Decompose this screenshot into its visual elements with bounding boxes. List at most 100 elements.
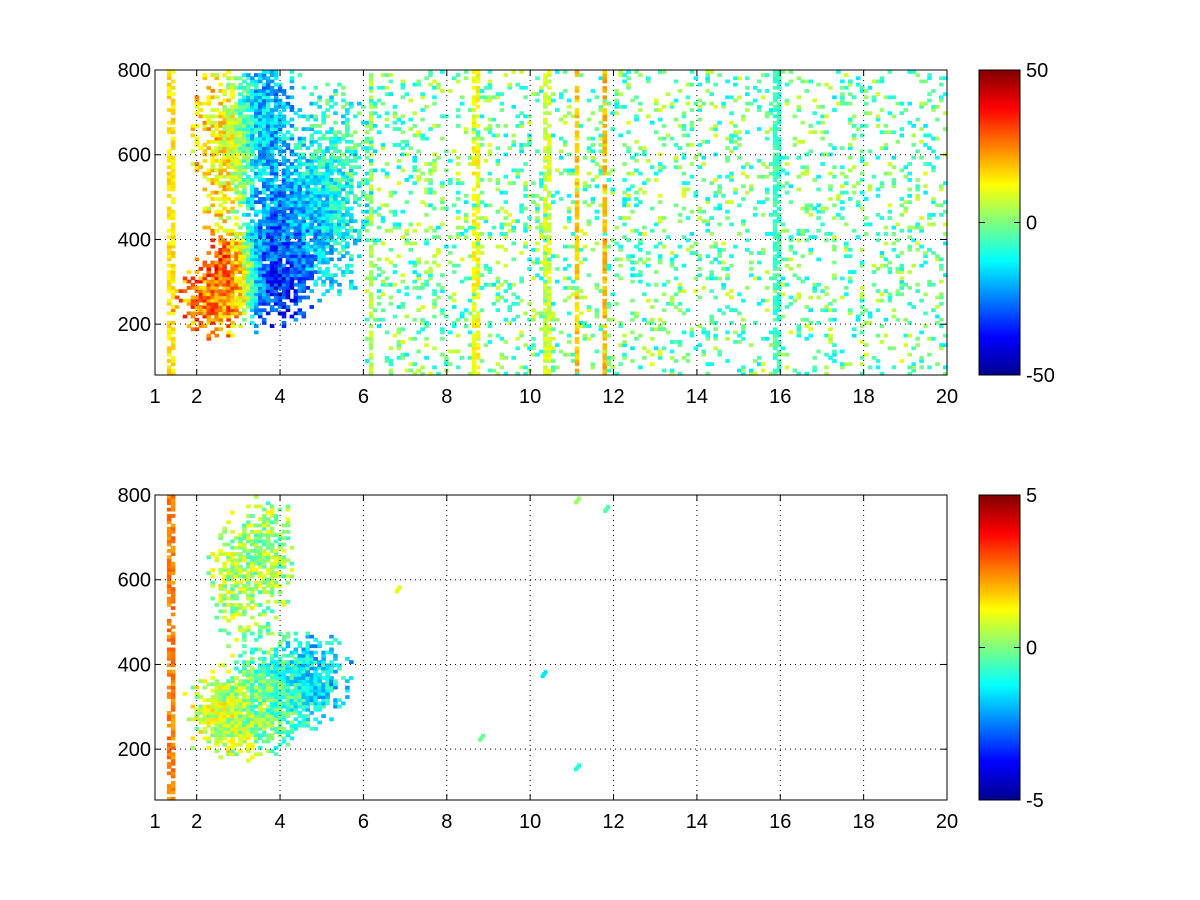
heatmap-cell [329,146,334,151]
heatmap-cell [313,117,318,122]
heatmap-cell [222,124,227,128]
heatmap-cell [250,308,255,313]
heatmap-cell [547,152,552,157]
heatmap-cell [915,73,920,77]
heatmap-cell [471,219,477,224]
heatmap-cell [230,114,235,119]
heatmap-cell [475,152,481,157]
heatmap-cell [293,212,299,217]
heatmap-cell [170,311,176,316]
heatmap-cell [313,216,318,220]
heatmap-cell [250,289,255,293]
heatmap-cell [499,206,505,211]
heatmap-cell [384,174,390,179]
heatmap-cell [297,155,303,160]
heatmap-cell [234,247,239,252]
heatmap-cell [349,257,354,262]
heatmap-cell [257,178,263,182]
heatmap-cell [242,187,247,192]
heatmap-cell [234,85,239,90]
heatmap-cell [828,301,833,306]
heatmap-cell [475,241,481,246]
heatmap-cell [776,260,782,265]
heatmap-cell [321,117,326,122]
heatmap-cell [899,270,905,274]
heatmap-cell [230,92,235,97]
heatmap-cell [269,228,275,233]
heatmap-cell [471,340,477,344]
heatmap-cell [471,362,477,367]
heatmap-cell [368,368,374,373]
heatmap-cell [729,254,734,259]
heatmap-cell [250,282,255,287]
heatmap-cell [257,238,263,243]
heatmap-cell [432,95,437,100]
heatmap-cell [816,120,821,125]
heatmap-cell [337,155,342,160]
heatmap-cell [867,314,873,319]
heatmap-cell [269,162,275,166]
heatmap-cell [574,143,580,147]
heatmap-cell [899,133,905,138]
heatmap-cell [622,104,627,109]
heatmap-cell [891,314,897,319]
heatmap-cell [487,82,493,87]
heatmap-cell [250,266,255,271]
heatmap-cell [230,139,235,144]
heatmap-cell [665,330,671,335]
heatmap-cell [927,352,932,357]
heatmap-cell [515,171,520,176]
heatmap-cell [210,133,215,138]
heatmap-cell [543,301,548,306]
heatmap-cell [329,279,334,284]
heatmap-cell [574,203,580,208]
heatmap-cell [250,95,255,100]
heatmap-cell [277,295,283,300]
heatmap-cell [281,270,287,274]
heatmap-cell [574,73,580,77]
heatmap-cell [333,190,338,195]
heatmap-cell [337,158,342,163]
heatmap-cell [261,143,267,147]
heatmap-cell [392,209,398,214]
heatmap-cell [257,266,263,271]
heatmap-cell [412,279,417,284]
heatmap-cell [519,209,524,214]
heatmap-cell [547,162,552,166]
heatmap-cell [630,254,635,259]
heatmap-cell [194,95,200,100]
heatmap-cell [685,238,691,243]
heatmap-cell [764,232,770,236]
heatmap-cell [832,235,837,239]
heatmap-cell [760,200,766,205]
heatmap-cell [606,317,611,322]
heatmap-cell [804,371,809,376]
heatmap-cell [646,282,651,287]
heatmap-cell [392,104,398,109]
heatmap-cell [511,139,516,144]
heatmap-cell [935,136,940,141]
heatmap-cell [527,216,532,220]
heatmap-cell [737,203,742,208]
heatmap-cell [301,200,307,205]
heatmap-cell [297,232,303,236]
heatmap-cell [725,146,730,151]
heatmap-cell [317,149,322,154]
heatmap-cell [543,165,548,170]
heatmap-cell [578,124,584,128]
heatmap-cell [657,117,663,122]
heatmap-cell [832,349,837,354]
heatmap-cell [479,95,485,100]
heatmap-cell [273,292,279,297]
heatmap-cell [745,101,750,106]
heatmap-cell [685,101,691,106]
heatmap-cell [590,155,596,160]
heatmap-cell [475,232,481,236]
heatmap-cell [257,314,263,319]
heatmap-cell [681,111,687,116]
heatmap-cell [301,155,307,160]
heatmap-cell [756,260,762,265]
heatmap-cell [764,308,770,313]
heatmap-cell [776,184,782,189]
heatmap-cell [234,108,239,112]
